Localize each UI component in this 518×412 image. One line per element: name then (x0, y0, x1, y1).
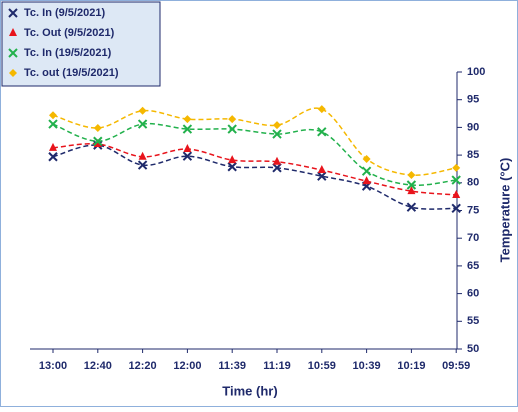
marker (93, 136, 103, 146)
marker (182, 151, 193, 161)
marker (138, 106, 147, 115)
marker (183, 144, 192, 153)
x-tick-label: 12:00 (173, 360, 201, 372)
marker (137, 160, 148, 170)
series-line (52, 142, 457, 196)
x-tick-label: 13:00 (39, 360, 67, 372)
y-tick-label: 90 (467, 121, 479, 133)
marker (273, 156, 281, 165)
marker (362, 154, 371, 163)
marker (9, 69, 17, 77)
marker (49, 142, 57, 151)
marker (9, 28, 17, 36)
y-tick-label: 75 (467, 204, 479, 216)
marker (8, 48, 18, 58)
x-tick-label: 10:39 (353, 360, 381, 372)
y-tick-label: 60 (467, 288, 479, 300)
marker (317, 165, 326, 174)
marker (137, 119, 148, 129)
marker (273, 121, 281, 130)
marker (317, 127, 327, 137)
marker (407, 186, 416, 195)
y-tick-label: 95 (467, 94, 479, 106)
y-tick-label: 70 (467, 232, 479, 244)
marker (93, 139, 102, 148)
legend-box (1, 1, 161, 87)
marker (228, 155, 237, 164)
marker (451, 175, 461, 185)
marker (272, 163, 282, 173)
marker (272, 129, 282, 139)
x-tick-label: 10:59 (308, 360, 336, 372)
x-tick-label: 11:19 (263, 360, 291, 372)
marker (138, 151, 147, 160)
marker (452, 163, 461, 172)
y-tick-label: 50 (467, 343, 479, 355)
y-tick-label: 65 (467, 260, 479, 272)
marker (182, 124, 193, 134)
marker (406, 202, 417, 212)
x-tick-label: 09:59 (442, 360, 470, 372)
series-line (52, 144, 457, 210)
marker (48, 119, 58, 129)
x-axis-title: Time (hr) (222, 383, 277, 398)
marker (406, 180, 417, 190)
marker (93, 123, 102, 132)
marker (362, 176, 371, 185)
y-axis-title: Temperature (°C) (497, 158, 512, 263)
x-tick-label: 12:20 (129, 360, 157, 372)
marker (49, 111, 57, 120)
legend-label: Tc. out (19/5/2021) (24, 67, 119, 79)
series-line (52, 122, 457, 187)
y-tick-label: 85 (467, 149, 479, 161)
x-tick-label: 11:39 (218, 360, 246, 372)
series-line (52, 107, 457, 176)
marker (228, 115, 237, 124)
marker (317, 171, 327, 181)
marker (227, 162, 237, 172)
marker (452, 189, 461, 198)
marker (227, 124, 237, 134)
y-tick-label: 55 (467, 315, 479, 327)
marker (183, 115, 192, 124)
y-tick-label: 100 (467, 66, 485, 78)
legend-label: Tc. In (9/5/2021) (24, 7, 105, 19)
marker (361, 166, 372, 176)
x-tick-label: 10:19 (397, 360, 425, 372)
x-tick-label: 12:40 (84, 360, 112, 372)
legend-label: Tc. In (19/5/2021) (24, 47, 112, 59)
legend-label: Tc. Out (9/5/2021) (24, 27, 115, 39)
marker (407, 171, 416, 180)
marker (451, 203, 461, 213)
y-tick-label: 80 (467, 177, 479, 189)
marker (48, 152, 58, 162)
marker (8, 8, 18, 18)
marker (317, 105, 326, 114)
